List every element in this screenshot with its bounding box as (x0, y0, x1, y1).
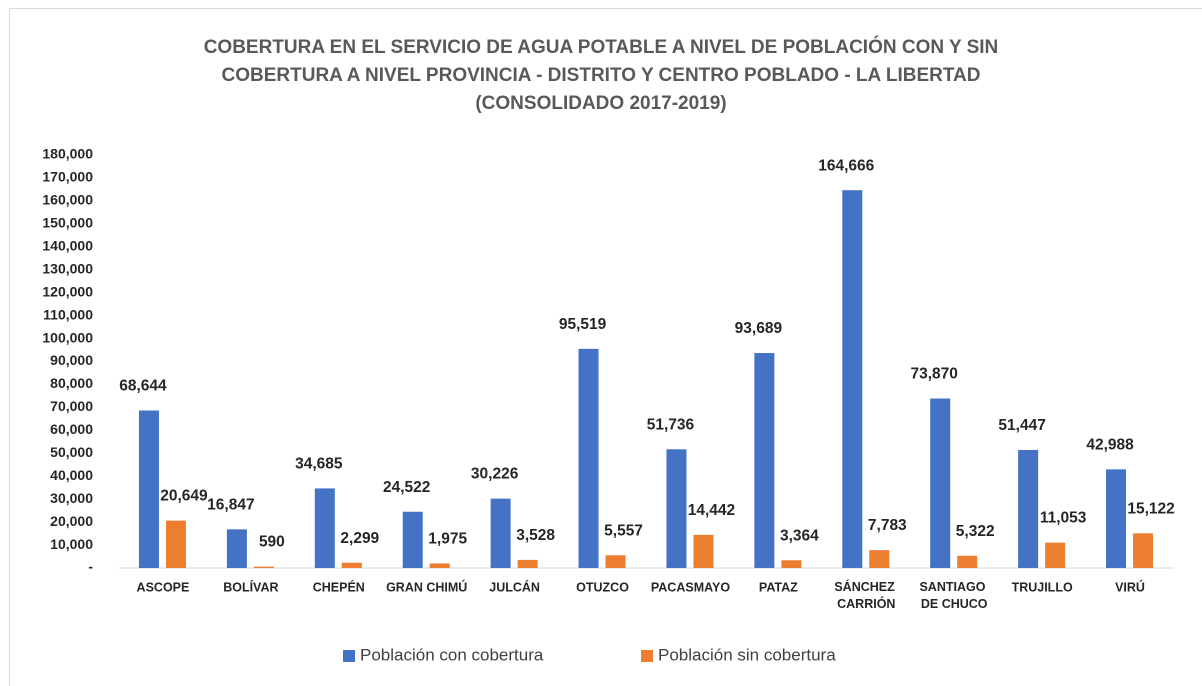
legend-label: Población con cobertura (360, 645, 544, 664)
bar (842, 190, 863, 568)
bar (869, 550, 890, 568)
bar (1018, 449, 1039, 568)
value-label: 14,442 (688, 502, 735, 519)
y-tick-label: 110,000 (43, 306, 93, 322)
bar (754, 353, 775, 568)
bar (138, 410, 159, 568)
y-tick-label: 30,000 (50, 490, 93, 506)
value-label: 2,299 (340, 530, 379, 547)
legend-label: Población sin cobertura (658, 645, 836, 664)
chart-title: COBERTURA A NIVEL PROVINCIA - DISTRITO Y… (222, 65, 981, 86)
value-label: 1,975 (428, 531, 467, 548)
value-label: 30,226 (471, 466, 519, 483)
x-tick-label: ASCOPE (137, 580, 190, 594)
x-tick-label: JULCÁN (489, 579, 540, 594)
y-tick-label: 80,000 (50, 375, 93, 391)
x-tick-label: PACASMAYO (651, 580, 730, 594)
value-label: 15,122 (1127, 500, 1174, 517)
value-label: 34,685 (295, 456, 343, 473)
bar (578, 348, 599, 568)
y-tick-label: 70,000 (50, 398, 93, 414)
legend-swatch (343, 650, 355, 662)
y-tick-label: 90,000 (50, 352, 93, 368)
y-tick-label: 150,000 (42, 215, 93, 231)
bar (402, 511, 423, 568)
value-label: 5,322 (956, 523, 995, 540)
bar (666, 449, 687, 568)
bar (429, 563, 450, 568)
bar (226, 529, 247, 568)
y-tick-label: 10,000 (50, 536, 93, 552)
chart-title: COBERTURA EN EL SERVICIO DE AGUA POTABLE… (204, 36, 999, 58)
bar (693, 534, 714, 568)
value-label: 3,364 (780, 527, 819, 544)
y-tick-label: 20,000 (50, 513, 93, 529)
y-tick-label: 160,000 (42, 192, 93, 208)
value-label: 11,053 (1040, 510, 1087, 527)
bar (957, 555, 978, 568)
value-label: 3,528 (516, 527, 555, 544)
x-tick-label: SÁNCHEZ CARRIÓN (834, 579, 898, 611)
bar (1106, 469, 1127, 568)
value-label: 590 (259, 534, 285, 551)
bar (930, 398, 951, 568)
value-label: 20,649 (160, 488, 208, 505)
chart-title: (CONSOLIDADO 2017-2019) (475, 93, 726, 114)
bar (1133, 533, 1154, 568)
x-tick-label: OTUZCO (576, 580, 629, 594)
bar (253, 566, 274, 568)
bar (490, 498, 511, 568)
value-label: 51,447 (998, 417, 1045, 434)
x-tick-label: GRAN CHIMÚ (386, 579, 467, 594)
x-tick-label: VIRÚ (1115, 579, 1145, 594)
y-tick-label: 40,000 (50, 467, 93, 483)
x-tick-label: BOLÍVAR (223, 579, 278, 594)
value-label: 93,689 (735, 320, 783, 337)
bar (517, 559, 538, 568)
bar (781, 560, 802, 568)
bar (165, 520, 186, 568)
value-label: 51,736 (647, 416, 695, 433)
chart-frame (9, 8, 1202, 686)
value-label: 16,847 (207, 496, 254, 513)
bar (314, 488, 335, 568)
value-label: 7,783 (868, 517, 907, 534)
value-label: 42,988 (1086, 436, 1134, 453)
value-label: 24,522 (383, 479, 430, 496)
x-tick-label: TRUJILLO (1012, 580, 1073, 594)
x-tick-label: CHEPÉN (313, 579, 365, 594)
y-tick-label: - (88, 559, 93, 575)
x-tick-label: PATAZ (759, 580, 798, 594)
y-tick-label: 120,000 (42, 283, 93, 299)
y-tick-label: 100,000 (42, 329, 93, 345)
y-tick-label: 50,000 (50, 444, 93, 460)
value-label: 5,557 (604, 522, 643, 539)
bar (1045, 542, 1066, 568)
legend-swatch (641, 650, 653, 662)
bar (341, 562, 362, 568)
y-tick-label: 140,000 (42, 237, 93, 253)
bar (605, 555, 626, 568)
y-tick-label: 130,000 (42, 260, 93, 276)
y-tick-label: 180,000 (42, 146, 93, 162)
y-tick-label: 60,000 (50, 421, 93, 437)
value-label: 95,519 (559, 316, 607, 333)
value-label: 68,644 (119, 378, 167, 395)
y-tick-label: 170,000 (42, 169, 93, 185)
x-tick-label: SANTIAGO DE CHUCO (919, 580, 988, 611)
value-label: 73,870 (910, 366, 957, 383)
value-label: 164,666 (818, 157, 874, 174)
